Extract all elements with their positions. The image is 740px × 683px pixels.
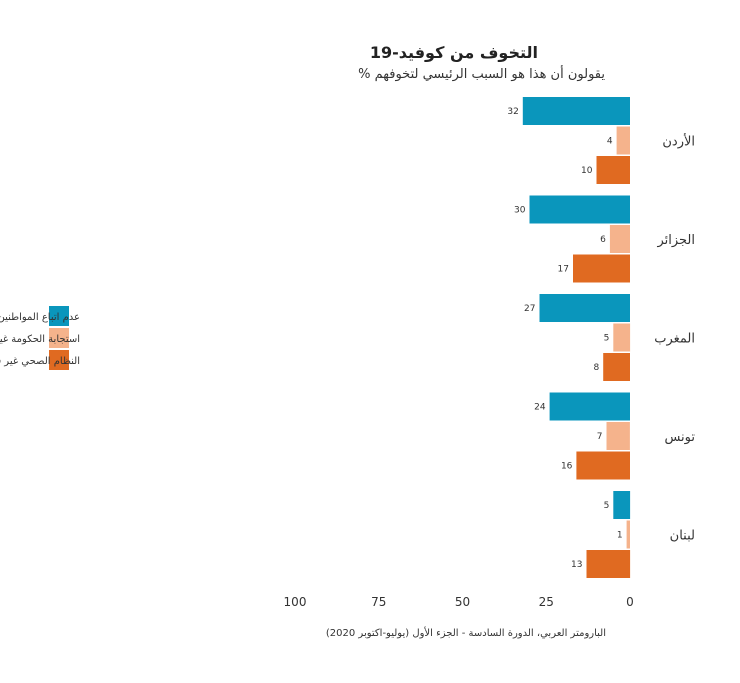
chart-subtitle: % يقولون أن هذا هو السبب الرئيسي لتخوفهم [358,65,605,82]
category-label: الأردن [662,133,695,150]
bar-value-label: 24 [534,403,546,413]
category-label: لبنان [670,529,695,544]
bar-2-series-3 [573,254,630,283]
bar-value-label: 27 [524,304,535,314]
x-tick-label: 100 [284,595,307,609]
bar-2-series-1 [529,195,630,224]
chart-title: التخوف من كوفيد-19 [370,43,538,62]
legend-swatch [49,328,69,348]
bar-4-series-1 [549,392,630,421]
bar-5-series-2 [626,520,630,549]
category-label: الجزائر [656,233,695,248]
bar-value-label: 8 [593,363,599,373]
category-label: تونس [664,430,695,445]
x-tick-label: 75 [371,595,386,609]
bar-value-label: 17 [558,265,569,275]
legend-swatch [49,306,69,326]
bar-value-label: 7 [597,432,603,442]
x-tick-label: 25 [539,595,554,609]
bar-value-label: 16 [561,462,573,472]
bar-4-series-2 [606,422,630,450]
bar-1-series-2 [616,126,630,155]
x-tick-label: 50 [455,595,470,609]
legend: عدم اتباع المواطنين للتعليمات استجابة الح… [0,306,80,370]
bar-4-series-3 [576,451,630,480]
bar-value-label: 1 [617,531,623,541]
bar-2-series-2 [609,225,630,253]
bar-5-series-1 [613,491,631,519]
bar-value-label: 32 [507,107,518,117]
bar-value-label: 13 [571,560,582,570]
bar-value-label: 6 [600,235,606,245]
bar-value-label: 30 [514,206,526,216]
legend-label: النظام الصحي غير قادر على مجابهة الجائحة [0,356,80,367]
bar-1-series-3 [596,156,630,184]
bars-layer: 32 4 10 30 6 17 27 5 8 24 7 16 5 1 13 [507,97,631,578]
bar-value-label: 10 [581,166,593,176]
category-labels: الأردن الجزائر المغرب تونس لبنان [654,133,695,544]
bar-value-label: 5 [604,334,610,344]
x-axis-ticks: 100 75 50 25 0 [284,595,634,609]
bar-3-series-2 [613,323,631,352]
bar-3-series-1 [539,294,630,322]
legend-label: عدم اتباع المواطنين للتعليمات [0,312,80,323]
bar-value-label: 4 [607,137,613,147]
legend-swatch [49,350,69,370]
x-tick-label: 0 [626,595,634,609]
source-note: البارومتر العربي، الدورة السادسة - الجزء… [326,626,606,639]
bar-5-series-3 [586,550,631,578]
legend-label: استجابة الحكومة غير كافية [0,334,80,345]
bar-3-series-3 [603,353,630,381]
category-label: المغرب [654,332,695,347]
bar-value-label: 5 [604,501,610,511]
bar-1-series-1 [522,97,630,125]
